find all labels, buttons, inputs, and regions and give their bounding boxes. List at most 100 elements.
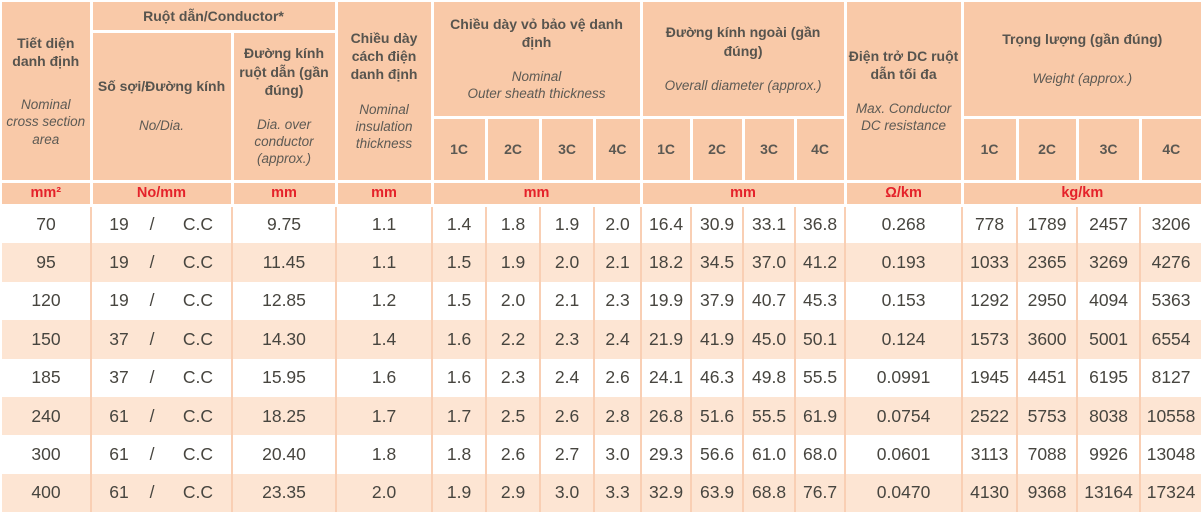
cell-sheath-2c: 2.3 [485, 358, 542, 397]
cell-weight-1c: 4130 [961, 473, 1019, 513]
table-row: 240 61/C.C 18.25 1.7 1.7 2.5 2.6 2.8 26.8 51.6 55.… [2, 396, 1202, 436]
cell-overall-2c: 63.9 [690, 473, 745, 513]
cell-sheath-2c: 2.6 [485, 435, 542, 474]
header-sheath-vi: Chiều dày vỏ bảo vệ danh định [450, 15, 623, 50]
cell-sheath-3c: 2.0 [539, 243, 596, 282]
header-no-dia-vi: Số sợi/Đường kính [97, 78, 226, 95]
cell-resistance: 0.153 [844, 281, 964, 321]
cell-overall-3c: 55.5 [742, 396, 797, 436]
cell-sheath-4c: 2.1 [593, 243, 643, 282]
cell-weight-3c: 2457 [1076, 205, 1142, 244]
cell-weight-4c: 10558 [1139, 396, 1202, 436]
conductor-material: C.C [182, 252, 214, 273]
cell-overall-4c: 76.7 [794, 473, 847, 513]
cell-weight-2c: 5753 [1016, 396, 1079, 436]
cell-weight-2c: 3600 [1016, 320, 1079, 359]
no-dia-separator: / [149, 290, 155, 311]
table-row: 185 37/C.C 15.95 1.6 1.6 2.3 2.4 2.6 24.1 46.3 49.… [2, 358, 1202, 397]
cell-dia-over: 9.75 [230, 205, 338, 244]
header-dia-over-vi: Đường kính ruột dẫn (gần đúng) [239, 45, 329, 98]
cell-dia-over: 11.45 [230, 243, 338, 282]
header-group-conductor: Ruột dẫn/Conductor* [89, 2, 338, 33]
header-cell-dia-over: Đường kính ruột dẫn (gần đúng) Dia. over… [230, 29, 338, 183]
cell-overall-3c: 40.7 [742, 281, 797, 321]
no-dia-separator: / [149, 214, 155, 235]
no-dia-value: 61 / C.C [92, 482, 231, 503]
header-weight-4c: 4C [1138, 115, 1202, 183]
header-overall-en: Overall diameter (approx.) [664, 77, 822, 93]
no-dia-value: 19 / C.C [92, 214, 231, 235]
cell-no-dia: 19 / C.C [90, 205, 233, 244]
header-overall-1c: 1C [639, 115, 693, 183]
header-sheath-3c: 3C [538, 115, 596, 183]
strand-count: 19 [109, 252, 129, 273]
cell-overall-2c: 56.6 [690, 435, 745, 474]
strand-count: 61 [109, 482, 129, 503]
header-weight-1c: 1C [960, 115, 1019, 183]
cell-overall-3c: 33.1 [742, 205, 797, 244]
header-no-dia-en: No/Dia. [138, 118, 184, 134]
table-row: 300 61/C.C 20.40 1.8 1.8 2.6 2.7 3.0 29.3 56.6 61.… [2, 435, 1202, 474]
cell-sheath-3c: 1.9 [539, 205, 596, 244]
no-dia-value: 19 / C.C [92, 252, 231, 273]
cell-sheath-3c: 2.1 [539, 281, 596, 321]
cell-resistance: 0.268 [844, 205, 964, 244]
strand-count: 37 [109, 328, 129, 349]
cell-dia-over: 15.95 [230, 358, 338, 397]
cell-weight-4c: 5363 [1139, 281, 1202, 321]
cell-insulation: 1.7 [335, 396, 434, 436]
cell-overall-3c: 68.8 [742, 473, 797, 513]
cell-overall-4c: 41.2 [794, 243, 847, 282]
cell-sheath-4c: 2.4 [593, 320, 643, 359]
cell-weight-1c: 3113 [961, 435, 1019, 474]
strand-count: 19 [109, 214, 129, 235]
cell-overall-4c: 68.0 [794, 435, 847, 474]
cell-sheath-1c: 1.5 [431, 281, 488, 321]
cell-weight-1c: 1033 [961, 243, 1019, 282]
cell-weight-2c: 2365 [1016, 243, 1079, 282]
cell-dia-over: 23.35 [230, 473, 338, 513]
cell-overall-3c: 61.0 [742, 435, 797, 474]
cell-overall-2c: 46.3 [690, 358, 745, 397]
header-group-weight: Trọng lượng (gần đúng) Weight (approx.) [960, 2, 1202, 119]
strand-count: 61 [109, 444, 129, 465]
cell-sheath-3c: 2.3 [539, 320, 596, 359]
cell-resistance: 0.0470 [844, 473, 964, 513]
cell-sheath-4c: 2.6 [593, 358, 643, 397]
header-weight-3c: 3C [1075, 115, 1142, 183]
cell-area: 70 [2, 205, 92, 244]
cell-overall-1c: 21.9 [640, 320, 693, 359]
cell-sheath-4c: 2.8 [593, 396, 643, 436]
cable-spec-table: Tiết diện danh định Nominal cross sectio… [2, 2, 1202, 513]
cell-insulation: 1.1 [335, 243, 434, 282]
header-overall-4c: 4C [793, 115, 847, 183]
cell-weight-3c: 9926 [1076, 435, 1142, 474]
header-cell-area: Tiết diện danh định Nominal cross sectio… [2, 2, 93, 183]
no-dia-value: 61 / C.C [92, 406, 231, 427]
cell-weight-1c: 1945 [961, 358, 1019, 397]
cell-overall-1c: 29.3 [640, 435, 693, 474]
header-cell-insulation: Chiều dày cách điện danh định Nominal in… [334, 2, 434, 183]
cell-insulation: 1.6 [335, 358, 434, 397]
cell-area: 185 [2, 358, 92, 397]
cell-overall-4c: 50.1 [794, 320, 847, 359]
header-weight-vi: Trọng lượng (gần đúng) [1002, 31, 1163, 48]
cell-resistance: 0.0601 [844, 435, 964, 474]
no-dia-separator: / [149, 405, 155, 426]
cell-weight-1c: 1573 [961, 320, 1019, 359]
header-sheath-en: Nominal Outer sheath thickness [467, 69, 606, 102]
cell-area: 95 [2, 243, 92, 282]
cell-weight-3c: 5001 [1076, 320, 1142, 359]
cell-area: 300 [2, 435, 92, 474]
cell-weight-4c: 17324 [1139, 473, 1202, 513]
cell-sheath-3c: 2.7 [539, 435, 596, 474]
cell-dia-over: 20.40 [230, 435, 338, 474]
no-dia-value: 37 / C.C [92, 367, 231, 388]
unit-area: mm² [2, 179, 93, 207]
header-area-en: Nominal cross section area [6, 97, 86, 147]
strand-count: 61 [109, 405, 129, 426]
no-dia-value: 19 / C.C [92, 290, 231, 311]
cell-overall-3c: 37.0 [742, 243, 797, 282]
header-weight-en: Weight (approx.) [1032, 71, 1133, 87]
header-sheath-1c: 1C [430, 115, 488, 183]
